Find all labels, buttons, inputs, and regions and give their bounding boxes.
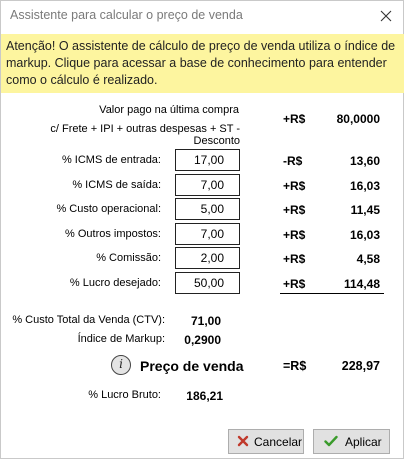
x-icon [237, 435, 249, 447]
outros-impostos-label: % Outros impostos: [65, 228, 161, 240]
outros-impostos-input[interactable] [175, 223, 240, 245]
total-separator [280, 293, 384, 294]
ctv-value: 71,00 [190, 314, 221, 328]
markup-value: 0,2900 [184, 333, 221, 347]
icms-saida-currency: +R$ [283, 179, 306, 193]
gross-profit-value: 186,21 [186, 389, 223, 403]
lucro-desejado-currency: +R$ [283, 277, 306, 291]
icms-entrada-currency: -R$ [283, 154, 303, 168]
comissao-value: 4,58 [356, 252, 380, 266]
info-icon: i [119, 357, 123, 371]
icms-entrada-value: 13,60 [349, 154, 380, 168]
icms-saida-input[interactable] [175, 174, 240, 196]
window-title: Assistente para calcular o preço de vend… [10, 8, 243, 22]
outros-impostos-currency: +R$ [283, 228, 306, 242]
cancel-button[interactable]: Cancelar [228, 429, 304, 454]
gross-profit-label: % Lucro Bruto: [88, 389, 161, 401]
custo-operacional-input[interactable] [175, 198, 240, 220]
close-button[interactable] [374, 4, 398, 28]
icms-saida-label: % ICMS de saída: [72, 179, 161, 191]
icms-saida-value: 16,03 [349, 179, 380, 193]
sale-price-value: 228,97 [341, 359, 380, 373]
apply-label: Aplicar [345, 435, 382, 449]
sale-price-currency: =R$ [283, 359, 307, 373]
ctv-label: % Custo Total da Venda (CTV): [12, 314, 165, 326]
markup-label: Índice de Markup: [77, 333, 165, 345]
icms-entrada-label: % ICMS de entrada: [61, 154, 161, 166]
custo-operacional-currency: +R$ [283, 203, 306, 217]
lucro-desejado-value: 114,48 [343, 277, 380, 291]
close-icon [380, 10, 392, 22]
icms-entrada-input[interactable] [175, 149, 240, 171]
cancel-label: Cancelar [254, 435, 303, 449]
lucro-desejado-label: % Lucro desejado: [69, 277, 161, 289]
title-bar: Assistente para calcular o preço de vend… [1, 1, 404, 31]
info-button[interactable]: i [111, 355, 131, 375]
check-icon [324, 435, 338, 447]
comissao-label: % Comissão: [96, 252, 161, 264]
banner-text: Atenção! O assistente de cálculo de preç… [6, 39, 396, 87]
last-purchase-label: Valor pago na última compra [99, 104, 239, 116]
last-purchase-sublabel: c/ Frete + IPI + outras despesas + ST - … [50, 123, 240, 147]
last-purchase-currency: +R$ [283, 112, 306, 126]
custo-operacional-label: % Custo operacional: [56, 203, 161, 215]
outros-impostos-value: 16,03 [349, 228, 380, 242]
knowledge-base-banner[interactable]: Atenção! O assistente de cálculo de preç… [1, 34, 404, 93]
custo-operacional-value: 11,45 [350, 203, 380, 217]
apply-button[interactable]: Aplicar [313, 429, 390, 454]
last-purchase-value: 80,0000 [336, 112, 380, 126]
lucro-desejado-input[interactable] [175, 272, 240, 294]
sale-price-label: Preço de venda [140, 358, 244, 374]
comissao-currency: +R$ [283, 252, 306, 266]
comissao-input[interactable] [175, 247, 240, 269]
